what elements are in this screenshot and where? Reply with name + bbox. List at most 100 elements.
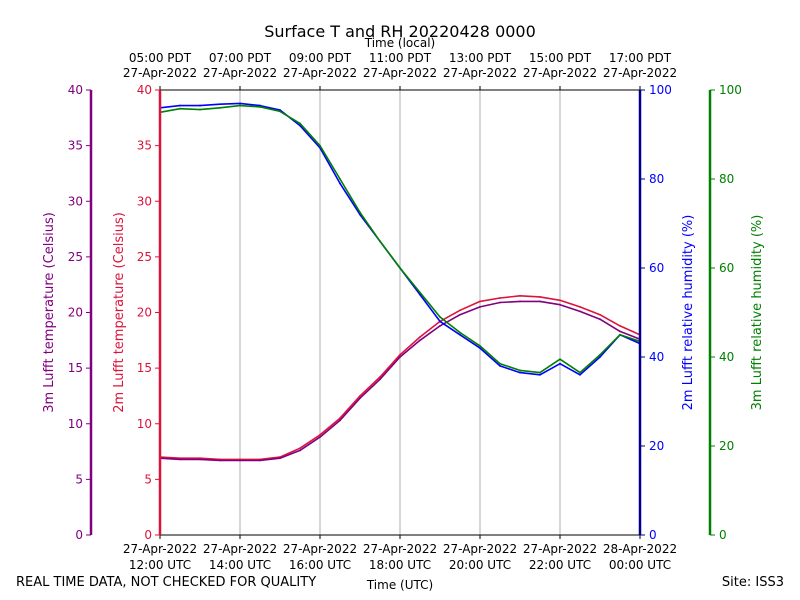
x-tick-label-local-date: 27-Apr-2022 [363,66,437,80]
data-point-temp2m [339,417,341,420]
data-point-temp3m [359,397,361,400]
data-point-rh2m [519,371,521,374]
x-tick-label-utc-time: 14:00 UTC [209,558,271,572]
y-tick-label-rh3m: 0 [719,528,727,542]
x-tick-label-local-time: 07:00 PDT [209,51,272,65]
data-point-temp2m [619,324,621,327]
y-tick-label-temp3m: 30 [68,194,83,208]
x-tick-label-local-time: 09:00 PDT [289,51,352,65]
x-tick-label-utc-time: 12:00 UTC [129,558,191,572]
data-point-temp2m [519,294,521,297]
data-point-rh2m [179,104,181,107]
data-point-rh3m [259,106,261,108]
x-tick-label-utc-date: 27-Apr-2022 [443,542,517,556]
y-tick-label-rh3m: 80 [719,172,734,186]
data-point-temp2m [379,376,381,378]
data-point-rh3m [439,316,441,318]
data-point-temp2m [499,297,501,299]
data-point-temp3m [319,436,321,438]
data-point-rh2m [479,347,481,349]
x-tick-label-utc-date: 27-Apr-2022 [523,542,597,556]
data-point-temp3m [239,459,241,462]
y-tick-label-temp3m: 0 [75,528,83,542]
data-point-temp3m [459,313,461,316]
data-point-temp3m [579,310,581,313]
y-tick-label-temp2m: 25 [137,250,152,264]
y-tick-label-temp3m: 15 [68,361,83,375]
data-point-temp3m [399,356,401,358]
data-point-rh3m [219,106,221,109]
data-point-rh3m [279,110,281,113]
x-tick-label-utc-time: 18:00 UTC [369,558,431,572]
data-point-rh3m [239,104,241,107]
series-layer [159,102,641,462]
x-tick-label-local-time: 13:00 PDT [449,51,512,65]
data-point-rh2m [339,182,341,185]
data-point-rh3m [359,211,361,214]
y-tick-label-temp3m: 25 [68,250,83,264]
x-tick-label-utc-date: 28-Apr-2022 [603,542,677,556]
y-tick-label-rh3m: 40 [719,350,734,364]
data-point-rh3m [379,240,381,243]
bottom-axis-label: Time (UTC) [366,578,433,592]
data-point-temp2m [599,313,601,316]
data-point-rh2m [299,124,301,127]
data-point-temp2m [299,447,301,450]
x-tick-label-utc-date: 27-Apr-2022 [283,542,357,556]
data-point-rh3m [339,178,341,180]
chart-title: Surface T and RH 20220428 0000 [264,22,536,41]
site-label: Site: ISS3 [721,575,784,590]
data-point-rh3m [539,371,541,374]
y-tick-label-rh3m: 20 [719,439,734,453]
x-tick-label-utc-time: 00:00 UTC [609,558,671,572]
data-point-rh2m [199,104,201,107]
data-point-temp3m [559,303,561,306]
y-tick-label-temp3m: 10 [68,417,83,431]
data-point-rh3m [559,358,561,361]
x-tick-label-local-date: 27-Apr-2022 [123,66,197,80]
data-point-rh3m [179,107,181,110]
y-tick-label-temp2m: 15 [137,361,152,375]
data-point-rh3m [619,333,621,336]
data-point-temp3m [299,449,301,452]
y-axis-label-rh3m: 3m Lufft relative humidity (%) [750,215,765,411]
y-axis-label-rh2m: 2m Lufft relative humidity (%) [681,215,696,411]
data-point-temp3m [539,300,541,303]
x-tick-label-utc-date: 27-Apr-2022 [203,542,277,556]
data-point-temp3m [179,458,181,461]
x-tick-label-utc-date: 27-Apr-2022 [123,542,197,556]
top-axis-label: Time (local) [364,36,436,50]
data-point-temp2m [479,300,481,303]
y-tick-label-temp2m: 30 [137,194,152,208]
y-axis-label-temp3m: 3m Lufft temperature (Celsius) [42,212,57,413]
data-point-temp3m [439,324,441,327]
data-point-temp2m [559,299,561,302]
data-point-rh3m [319,144,321,147]
data-point-rh3m [399,267,401,269]
x-tick-label-local-time: 17:00 PDT [609,51,672,65]
y-tick-label-temp3m: 40 [68,83,83,97]
x-tick-label-local-date: 27-Apr-2022 [283,66,357,80]
data-point-temp3m [339,419,341,422]
x-tick-label-utc-date: 27-Apr-2022 [363,542,437,556]
data-point-rh2m [439,320,441,323]
data-point-temp3m [379,378,381,381]
y-tick-label-temp2m: 5 [144,472,152,486]
data-point-temp2m [539,296,541,298]
y-tick-label-rh2m: 80 [649,172,664,186]
data-point-rh3m [479,344,481,347]
x-tick-label-local-time: 15:00 PDT [529,51,592,65]
y-tick-label-temp2m: 40 [137,83,152,97]
data-point-temp3m [519,300,521,303]
data-point-rh2m [239,102,241,105]
y-tick-label-rh2m: 0 [649,528,657,542]
data-point-temp3m [499,301,501,304]
data-point-temp3m [419,339,421,342]
y-tick-label-rh3m: 100 [719,83,742,97]
data-point-rh2m [599,356,601,358]
x-tick-label-local-time: 11:00 PDT [369,51,432,65]
x-tick-label-local-date: 27-Apr-2022 [523,66,597,80]
data-point-rh2m [499,365,501,367]
data-point-rh2m [539,373,541,376]
data-point-rh3m [579,371,581,374]
